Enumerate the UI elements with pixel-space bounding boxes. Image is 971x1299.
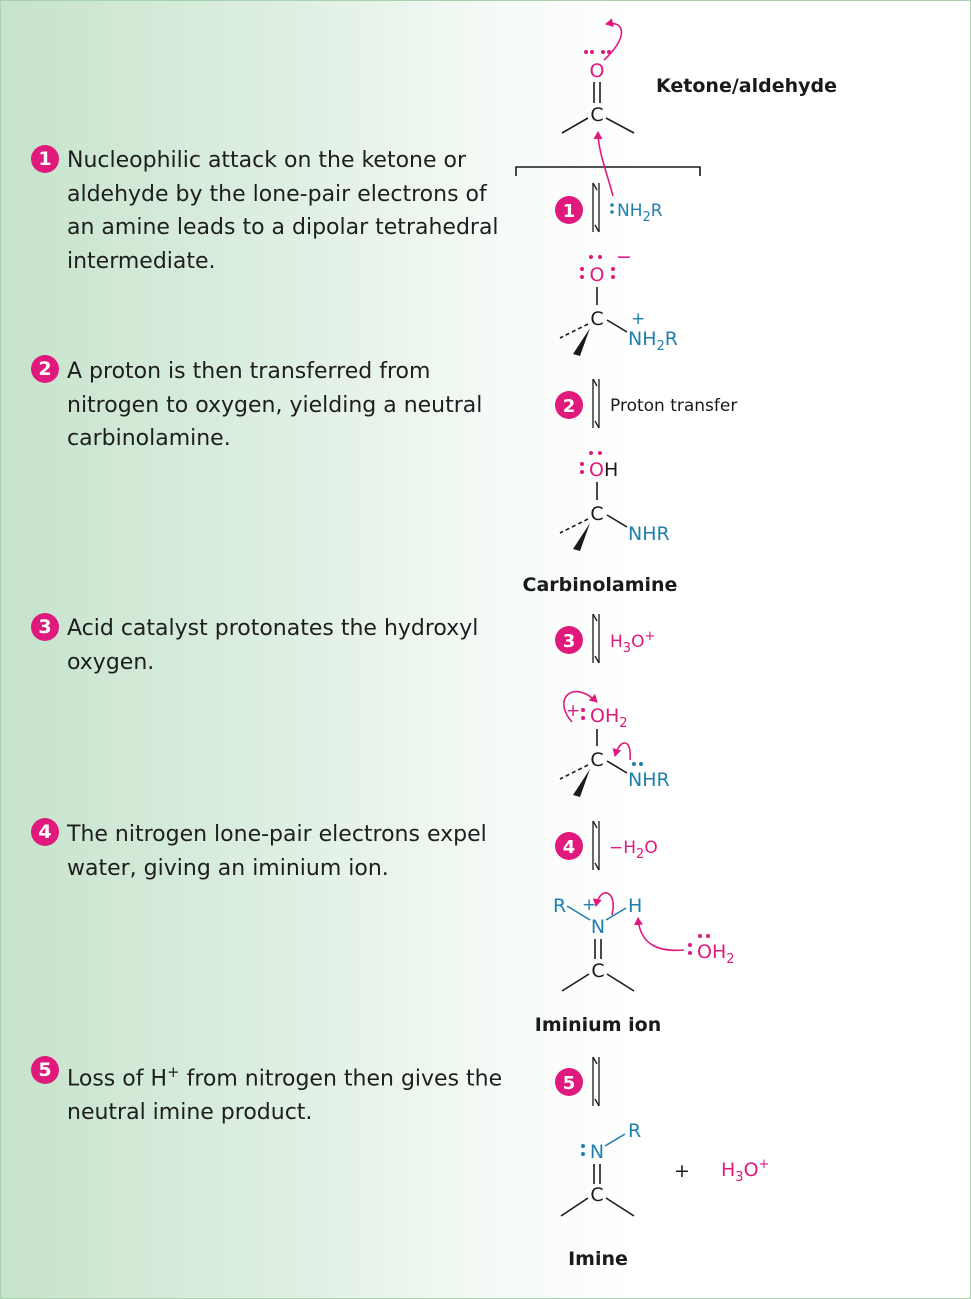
hydroxyl-group: OH <box>589 459 618 481</box>
r-group: R <box>553 895 566 917</box>
equilibrium-arrows-5 <box>592 1056 600 1107</box>
plus-sign: + <box>674 1160 690 1182</box>
positive-charge: + <box>582 895 596 915</box>
protonated-intermediate: + OH2 C NHR <box>559 690 670 797</box>
water-base: OH2 <box>634 917 735 967</box>
step-2-badge: 2 <box>31 355 59 383</box>
oxygen-atom: O <box>590 264 605 286</box>
equilibrium-arrows-2 <box>592 378 600 429</box>
curved-arrow <box>592 892 614 916</box>
step-2-text: A proton is then transferred from nitrog… <box>67 359 483 451</box>
carbon-atom: C <box>590 503 603 525</box>
hydronium-reagent: H3O+ <box>610 629 655 656</box>
step-1-text: Nucleophilic attack on the ketone or ald… <box>67 148 499 274</box>
negative-charge: − <box>616 246 632 268</box>
step-4-text: The nitrogen lone-pair electrons expel w… <box>67 822 487 881</box>
nitrogen-atom: N <box>590 1141 604 1163</box>
amine-group: NH2R <box>628 328 678 354</box>
step-2-marker-num: 2 <box>563 396 576 417</box>
step-5-marker <box>555 1068 583 1096</box>
ketone-label: Ketone/aldehyde <box>656 75 837 97</box>
imine-label: Imine <box>568 1248 628 1270</box>
step-4-marker-num: 4 <box>563 837 576 858</box>
curved-arrow <box>593 131 614 197</box>
imine-structure: N R C <box>560 1120 641 1217</box>
step-4-marker <box>555 832 583 860</box>
carbon-atom: C <box>591 960 604 982</box>
lone-pair-dots <box>584 50 611 54</box>
reagent-amine: NH2R <box>610 201 663 225</box>
positive-charge: + <box>631 309 645 329</box>
proton-transfer-label: Proton transfer <box>610 396 737 416</box>
step-5-badge: 5 <box>31 1056 59 1084</box>
oxygen-atom: O <box>590 60 605 82</box>
equilibrium-arrows-1 <box>592 182 600 233</box>
curved-arrow <box>634 917 685 952</box>
step-3-badge: 3 <box>31 613 59 641</box>
hydrogen-atom: H <box>628 895 642 917</box>
svg-text:NH2R: NH2R <box>617 201 663 225</box>
nitrogen-atom: N <box>591 916 605 938</box>
step-1-badge: 1 <box>31 145 59 173</box>
step-4-badge: 4 <box>31 818 59 846</box>
svg-text:OH2: OH2 <box>697 941 735 967</box>
hydronium-product: H3O+ <box>721 1157 769 1185</box>
iminium-label: Iminium ion <box>535 1014 661 1036</box>
curved-arrow <box>612 742 631 761</box>
carbinolamine-label: Carbinolamine <box>523 574 678 596</box>
carbon-atom: C <box>590 1184 603 1206</box>
step-3-text: Acid catalyst protonates the hydroxyl ox… <box>67 616 479 675</box>
step-2-marker <box>555 391 583 419</box>
water-leaving-group: OH2 <box>590 705 628 731</box>
curved-arrow <box>603 18 623 61</box>
carbinolamine-structure: OH C NHR <box>559 451 670 551</box>
water-loss-label: −H2O <box>609 838 658 862</box>
amine-group: NHR <box>628 769 670 791</box>
r-group: R <box>628 1120 641 1142</box>
step-3-marker-num: 3 <box>563 631 576 652</box>
step-5-marker-num: 5 <box>563 1073 576 1094</box>
positive-charge: + <box>566 701 580 721</box>
step-5-text: Loss of H+ from nitrogen then gives the … <box>67 1063 503 1125</box>
iminium-structure: R + N H C <box>553 892 642 992</box>
bracket <box>515 166 701 176</box>
equilibrium-arrows-3 <box>592 613 600 664</box>
carbon-atom: C <box>590 749 603 771</box>
step-1-marker-num: 1 <box>563 201 576 222</box>
step-3-marker <box>555 626 583 654</box>
equilibrium-arrows-4 <box>592 820 600 871</box>
carbon-atom: C <box>590 104 603 126</box>
curved-arrow <box>563 690 598 723</box>
amine-group: NHR <box>628 523 670 545</box>
ketone-structure: O C <box>561 18 635 134</box>
carbon-atom: C <box>590 308 603 330</box>
tetrahedral-intermediate: O − C + NH2R <box>559 246 678 356</box>
step-1-marker <box>555 196 583 224</box>
